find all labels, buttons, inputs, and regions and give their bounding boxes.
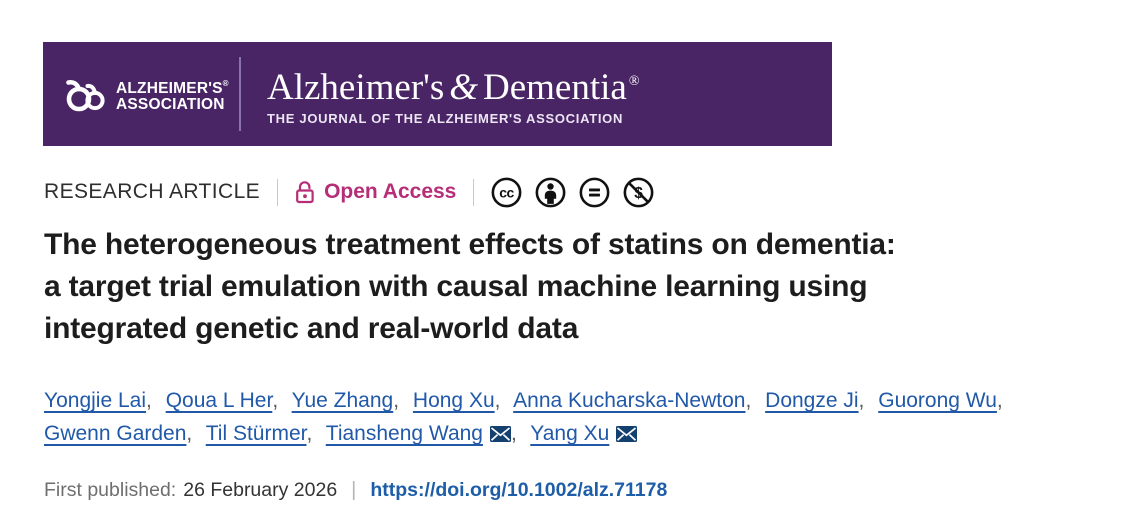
author-link[interactable]: Gwenn Garden [44, 422, 187, 445]
alzheimers-association-logo: ALZHEIMER'S® ASSOCIATION [63, 74, 239, 114]
journal-title: Alzheimer's & Dementia ® [267, 66, 640, 108]
corresponding-author-envelope-icon[interactable] [616, 426, 638, 442]
cc-icon[interactable]: cc [491, 177, 522, 208]
article-meta-row: RESEARCH ARTICLE Open Access cc $ [44, 176, 654, 208]
author-link[interactable]: Yue Zhang [291, 389, 394, 412]
journal-subtitle: THE JOURNAL OF THE ALZHEIMER'S ASSOCIATI… [267, 110, 624, 126]
article-title: The heterogeneous treatment effects of s… [44, 228, 896, 345]
journal-masthead: Alzheimer's & Dementia ® THE JOURNAL OF THE… [267, 63, 639, 126]
meta-divider [277, 178, 279, 206]
first-published-label: First published: [44, 479, 177, 501]
corresponding-author-envelope-icon[interactable] [489, 426, 511, 442]
author-link[interactable]: Anna Kucharska-Newton [513, 389, 746, 412]
article-type-label: RESEARCH ARTICLE [44, 180, 261, 203]
non-commercial-dollar-icon[interactable]: $ [623, 177, 654, 208]
doi-link[interactable]: https://doi.org/10.1002/alz.71178 [370, 479, 668, 501]
license-icons: cc $ [491, 177, 654, 208]
author-link[interactable]: Qoua L Her [165, 389, 273, 412]
author-link[interactable]: Til Stürmer [205, 422, 307, 445]
author-link[interactable]: Yongjie Lai [44, 389, 146, 412]
journal-banner[interactable]: ALZHEIMER'S® ASSOCIATION Alzheimer's & Dem… [43, 42, 832, 146]
author-link[interactable]: Guorong Wu [878, 389, 997, 412]
author-link[interactable]: Tiansheng Wang [325, 422, 483, 445]
open-access-badge: Open Access [295, 180, 456, 204]
alzheimers-association-logo-icon [66, 79, 105, 112]
open-lock-icon [296, 181, 314, 204]
banner-divider [239, 57, 241, 131]
journal-title-ampersand: & [449, 66, 478, 108]
attribution-person-icon[interactable] [535, 177, 566, 208]
author-link[interactable]: Yang Xu [530, 422, 610, 445]
publication-info-row: First published: 26 February 2026 | http… [44, 479, 667, 502]
author-link[interactable]: Dongze Ji [765, 389, 859, 412]
open-access-label: Open Access [324, 180, 457, 203]
pub-row-divider: | [351, 479, 357, 501]
author-list: Yongjie Lai, Qoua L Her, Yue Zhang, Hong… [44, 389, 1003, 445]
alzheimers-association-logo-text: ALZHEIMER'S® ASSOCIATION [116, 78, 229, 113]
no-derivatives-equals-icon[interactable] [579, 177, 610, 208]
author-link[interactable]: Hong Xu [412, 389, 495, 412]
meta-divider [473, 178, 475, 206]
publication-date: 26 February 2026 [183, 479, 338, 501]
svg-text:cc: cc [500, 184, 515, 200]
